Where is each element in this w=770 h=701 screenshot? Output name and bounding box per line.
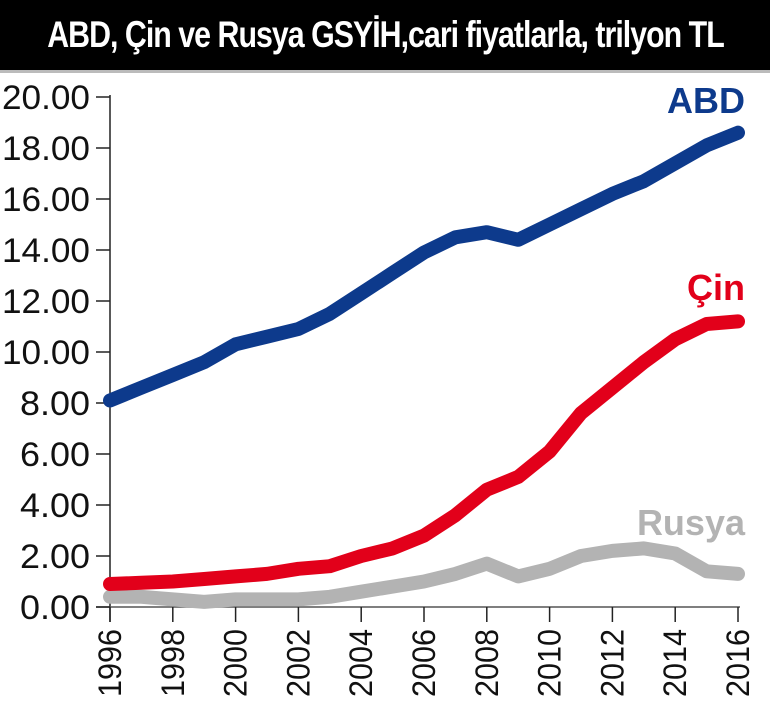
chart-title-bar: ABD, Çin ve Rusya GSYİH,cari fiyatlarla,… — [0, 0, 770, 70]
x-tick-label: 2012 — [594, 629, 630, 697]
y-tick-label: 4.00 — [20, 487, 90, 525]
y-tick-label: 16.00 — [2, 181, 90, 219]
series-line-çin — [103, 314, 745, 591]
x-tick-label: 2008 — [469, 629, 505, 697]
y-tick-label: 8.00 — [20, 385, 90, 423]
x-tick-label: 2010 — [532, 629, 568, 697]
x-tick-label: 1996 — [92, 629, 128, 697]
chart-title: ABD, Çin ve Rusya GSYİH,cari fiyatlarla,… — [46, 14, 724, 55]
series-label-abd: ABD — [667, 80, 745, 121]
y-tick-label: 10.00 — [2, 334, 90, 372]
y-tick-label: 0.00 — [20, 589, 90, 627]
x-tick-label: 1998 — [155, 629, 191, 697]
y-tick-label: 2.00 — [20, 538, 90, 576]
x-tick-label: 2006 — [406, 629, 442, 697]
x-tick-label: 2004 — [343, 629, 379, 697]
x-tick-label: 2016 — [720, 629, 756, 697]
series-label-çin: Çin — [687, 267, 745, 308]
y-tick-label: 18.00 — [2, 130, 90, 168]
x-tick-label: 2000 — [218, 629, 254, 697]
y-tick-label: 6.00 — [20, 436, 90, 474]
series-label-rusya: Rusya — [637, 502, 746, 543]
y-tick-label: 12.00 — [2, 283, 90, 321]
x-tick-label: 2002 — [280, 629, 316, 697]
title-divider — [0, 70, 770, 73]
y-tick-label: 20.00 — [2, 79, 90, 117]
y-tick-label: 14.00 — [2, 232, 90, 270]
x-tick-label: 2014 — [657, 629, 693, 697]
series-line-abd — [103, 125, 745, 408]
series-line-rusya — [103, 541, 745, 609]
